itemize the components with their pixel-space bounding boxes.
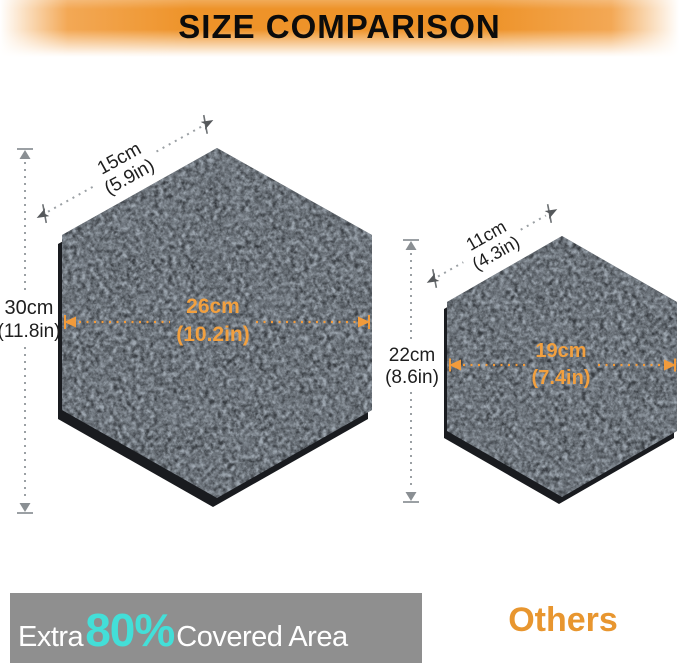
percent-label: 80% (85, 604, 175, 656)
others-label: Others (508, 601, 618, 639)
dim-small-width-in-label: (7.4in) (532, 367, 591, 389)
covered-area-callout: Extra 80% Covered Area (10, 593, 422, 663)
extra-label: Extra (18, 621, 84, 653)
dim-dotted-line (47, 185, 94, 213)
dim-large-width: 26cm (10.2in) (64, 295, 370, 346)
arrow-end-icon (426, 269, 440, 288)
arrow-end-icon (200, 114, 214, 134)
dim-dotted-line (520, 214, 547, 231)
dim-large-width-cm-label: 26cm (186, 295, 240, 318)
arrow-down-icon (405, 492, 417, 501)
arrow-left-icon (449, 359, 461, 371)
arrow-end-icon (36, 204, 50, 224)
small-panel (444, 236, 677, 504)
large-panel-texture-speckle (62, 148, 372, 498)
dim-small-width-cm-label: 19cm (535, 340, 586, 362)
arrow-up-icon (19, 150, 31, 159)
dim-large-height-cm-label: 30cm (5, 297, 54, 319)
dim-dotted-line (156, 125, 203, 153)
dim-large-height-in-label: (11.8in) (0, 321, 61, 342)
arrow-up-icon (405, 241, 417, 250)
page-title: SIZE COMPARISON (178, 8, 501, 45)
arrow-right-icon (664, 359, 676, 371)
covered-area-label: Covered Area (176, 621, 348, 653)
dim-small-height-in-label: (8.6in) (385, 367, 439, 388)
arrow-down-icon (19, 503, 31, 512)
dim-large-width-in-label: (10.2in) (176, 323, 250, 346)
dim-small-height: 22cm (8.6in) (385, 239, 439, 503)
arrow-left-icon (64, 316, 76, 328)
dim-small-width: 19cm (7.4in) (449, 340, 676, 389)
dim-large-height: 30cm (11.8in) (0, 148, 61, 514)
small-panel-texture-speckle (447, 236, 677, 497)
large-panel (58, 148, 372, 507)
dim-dotted-line (437, 261, 464, 278)
arrow-right-icon (358, 316, 370, 328)
title-banner: SIZE COMPARISON (0, 0, 679, 57)
dim-small-height-cm-label: 22cm (389, 345, 435, 366)
arrow-end-icon (544, 204, 558, 223)
